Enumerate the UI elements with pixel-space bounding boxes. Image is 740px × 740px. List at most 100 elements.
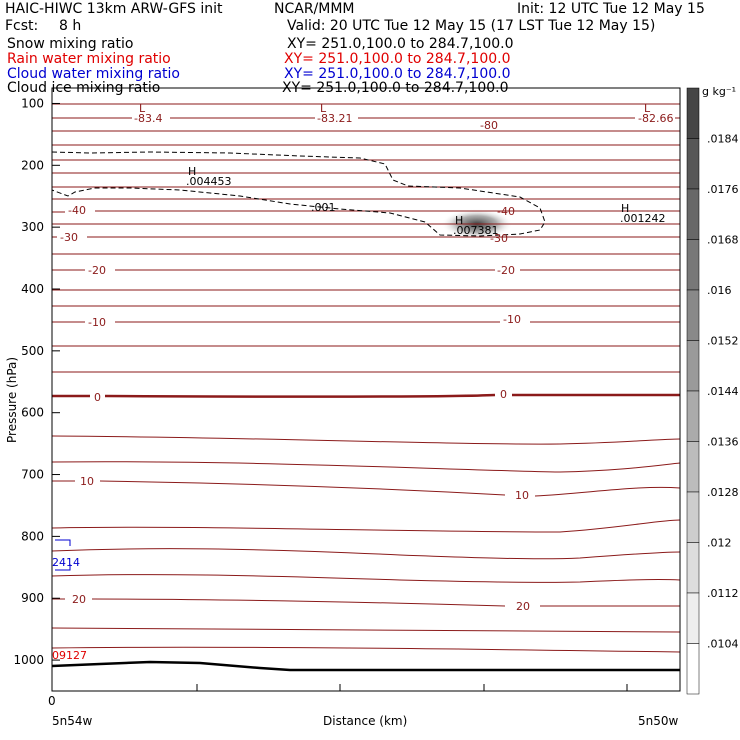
y-tick-label: 700: [21, 468, 44, 482]
isotherm-line: [51, 461, 681, 473]
contour-label: -83.4: [134, 112, 162, 125]
colorbar-swatch: [686, 138, 700, 190]
contour-label: -40: [68, 204, 86, 217]
low-marker: L: [644, 102, 651, 115]
colorbar-label: .0112: [707, 587, 739, 600]
x-end-label: 5n50w: [638, 714, 679, 728]
colorbar-label: .012: [707, 537, 732, 550]
isotherm-line: [52, 393, 680, 398]
y-tick-label: 400: [21, 282, 44, 296]
colorbar: .0184 .0176 .0168 .016 .0152 .0144 .0136 .0128.…: [686, 87, 739, 695]
contour-label: .004453: [186, 175, 232, 188]
colorbar-swatch: [686, 188, 700, 240]
isotherm-line: [51, 574, 681, 583]
contour-label: -30: [60, 231, 78, 244]
colorbar-label: .0152: [707, 335, 739, 348]
field-xy-cloud-water: XY= 251.0,100.0 to 284.7,100.0: [284, 66, 511, 82]
colorbar-swatch: [686, 289, 700, 341]
contour-label: 2414: [52, 556, 80, 569]
contour-label: 0: [94, 391, 101, 404]
colorbar-swatch: [686, 643, 700, 695]
y-tick-label: 1000: [13, 653, 44, 667]
colorbar-swatch: [686, 542, 700, 594]
x-axis: [196, 684, 628, 691]
field-xy-snow: XY= 251.0,100.0 to 284.7,100.0: [287, 36, 514, 52]
cloud-water-contour: [55, 539, 71, 571]
colorbar-swatch: [686, 592, 700, 644]
colorbar-label: .0168: [707, 234, 739, 247]
x-start-label: 5n54w: [52, 714, 93, 728]
x-tick-label: 0: [48, 694, 56, 708]
colorbar-swatch: [686, 491, 700, 543]
isotherm-line: [51, 548, 681, 560]
field-name-snow: Snow mixing ratio: [7, 36, 134, 52]
contour-label: 10: [80, 475, 94, 488]
colorbar-swatch: [686, 441, 700, 493]
field-xy-rain: XY= 251.0,100.0 to 284.7,100.0: [284, 51, 511, 67]
field-name-cloud-water: Cloud water mixing ratio: [7, 66, 180, 82]
forecast-label: Fcst:: [5, 18, 39, 34]
contour-label: -30: [490, 232, 508, 245]
colorbar-swatch: [686, 340, 700, 392]
colorbar-label: .0184: [707, 133, 739, 146]
y-axis-label: Pressure (hPa): [5, 357, 19, 443]
contour-label: -20: [497, 264, 515, 277]
contour-label: -20: [88, 264, 106, 277]
figure-title: HAIC-HIWC 13km ARW-GFS init: [5, 1, 223, 17]
center-label: NCAR/MMM: [274, 1, 355, 17]
plot-frame: [51, 87, 681, 692]
colorbar-label: .0144: [707, 385, 739, 398]
field-name-rain: Rain water mixing ratio: [7, 51, 171, 67]
isotherm-line: [51, 519, 681, 533]
surface-line: [51, 660, 680, 672]
y-axis: 100 200 300 400 500 600 700 800 900 1000: [13, 96, 60, 667]
high-marker: H: [188, 165, 196, 178]
y-tick-label: 600: [21, 406, 44, 420]
contour-label: -10: [503, 313, 521, 326]
isotherm-line: [52, 598, 680, 607]
colorbar-swatch: [686, 87, 700, 139]
colorbar-label: .0104: [707, 638, 739, 651]
colorbar-label: .0176: [707, 183, 739, 196]
y-tick-label: 100: [21, 96, 44, 110]
y-tick-label: 900: [21, 591, 44, 605]
contour-label: -83.21: [317, 112, 352, 125]
isotherm-line: [51, 627, 681, 633]
y-tick-label: 800: [21, 529, 44, 543]
contour-label: -40: [497, 205, 515, 218]
forecast-hours: 8 h: [59, 18, 82, 34]
contour-label: .001242: [620, 212, 666, 225]
y-tick-label: 300: [21, 220, 44, 234]
isotherm-line: [51, 371, 681, 373]
y-tick-label: 200: [21, 158, 44, 172]
isotherm-line: [51, 435, 681, 445]
isotherm-line: [52, 210, 680, 213]
valid-time: Valid: 20 UTC Tue 12 May 15 (17 LST Tue …: [287, 18, 656, 34]
snow-contour: [51, 151, 546, 237]
x-axis-label: Distance (km): [323, 714, 407, 728]
isotherm-lines: [51, 103, 681, 653]
contour-label: 20: [72, 593, 86, 606]
contour-label: -82.66: [638, 112, 673, 125]
contour-label: 10: [515, 489, 529, 502]
low-marker: L: [139, 102, 146, 115]
contour-label: 0: [500, 388, 507, 401]
contour-label: -80: [480, 119, 498, 132]
low-marker: L: [320, 102, 327, 115]
high-marker: H: [455, 214, 463, 227]
colorbar-label: .0136: [707, 436, 739, 449]
contour-label: .007381: [453, 224, 499, 237]
high-marker: H: [621, 202, 629, 215]
init-time: Init: 12 UTC Tue 12 May 15: [517, 1, 705, 17]
colorbar-swatch: [686, 239, 700, 291]
contour-label: .001: [311, 201, 336, 214]
isotherm-line: [51, 646, 681, 653]
colorbar-label: .0128: [707, 486, 739, 499]
colorbar-label: .016: [707, 284, 732, 297]
y-tick-label: 500: [21, 344, 44, 358]
isotherm-line: [52, 480, 681, 497]
colorbar-swatch: [686, 390, 700, 442]
contour-label: 09127: [52, 649, 87, 662]
contour-labels: -83.4 -83.21 -82.66 -80 -40 -40 -30 -30 …: [52, 102, 673, 662]
